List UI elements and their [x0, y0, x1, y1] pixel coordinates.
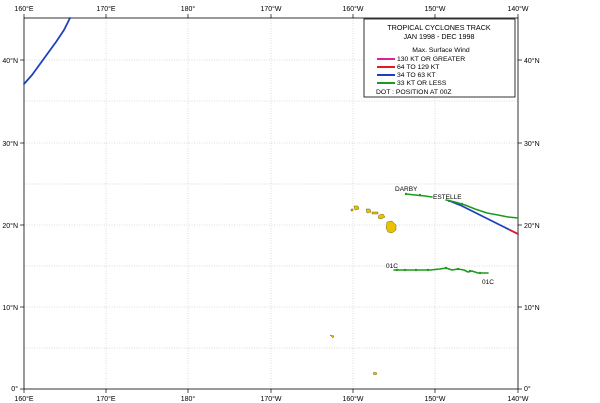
- x-tick-label: 160°W: [342, 395, 363, 403]
- x-axis-labels-bottom: 160°E 170°E 180° 170°W 160°W 150°W 140°W: [14, 395, 529, 403]
- y-tick-label: 10°N: [524, 304, 540, 312]
- y-axis-labels-right: 0° 10°N 20°N 30°N 40°N: [524, 57, 540, 393]
- storm-label-estelle: ESTELLE: [433, 194, 462, 201]
- legend-label-64kt: 64 TO 129 KT: [397, 64, 439, 71]
- y-tick-label: 30°N: [524, 140, 540, 148]
- island-niihau: [350, 208, 354, 212]
- track-estelle-red: [509, 229, 519, 235]
- y-axis-labels-left: 0° 10°N 20°N 30°N 40°N: [2, 57, 18, 393]
- legend-label-34kt: 34 TO 63 KT: [397, 72, 436, 79]
- y-tick-label: 0°: [524, 385, 531, 393]
- legend-label-33kt: 33 KT OR LESS: [397, 80, 447, 87]
- x-tick-label: 170°W: [260, 395, 281, 403]
- y-tick-label: 30°N: [2, 140, 18, 148]
- x-tick-label: 170°E: [96, 5, 115, 13]
- x-tick-label: 160°E: [14, 5, 33, 13]
- land-islands: [329, 205, 397, 376]
- island-palmyra: [372, 371, 378, 376]
- storm-label-01c-start: 01C: [386, 263, 398, 270]
- storm-tracks: [23, 17, 519, 274]
- y-tick-label: 20°N: [524, 222, 540, 230]
- x-tick-label: 170°E: [96, 395, 115, 403]
- x-tick-label: 180°: [181, 395, 196, 403]
- island-hawaii: [385, 220, 397, 234]
- y-tick-label: 40°N: [524, 57, 540, 65]
- y-tick-label: 10°N: [2, 304, 18, 312]
- storm-labels: DARBY ESTELLE 01C 01C: [386, 186, 494, 286]
- y-tick-label: 20°N: [2, 222, 18, 230]
- track-northwest: [23, 17, 71, 85]
- track-01c: [393, 267, 489, 274]
- x-tick-label: 140°W: [507, 395, 528, 403]
- y-tick-label: 40°N: [2, 57, 18, 65]
- x-tick-label: 170°W: [260, 5, 281, 13]
- track-estelle-green: [445, 199, 519, 219]
- grid-lines: [24, 18, 518, 389]
- tick-marks: [20, 14, 522, 393]
- legend-dot-note: DOT : POSITION AT 00Z: [376, 89, 452, 96]
- island-maui: [377, 213, 386, 220]
- legend: TROPICAL CYCLONES TRACK JAN 1998 - DEC 1…: [363, 18, 516, 98]
- x-tick-label: 150°W: [424, 395, 445, 403]
- x-tick-label: 180°: [181, 5, 196, 13]
- track-estelle-blue: [449, 200, 519, 235]
- x-tick-label: 160°W: [342, 5, 363, 13]
- y-tick-label: 0°: [11, 385, 18, 393]
- storm-label-darby: DARBY: [395, 186, 418, 193]
- island-oahu: [365, 208, 372, 214]
- x-tick-label: 160°E: [14, 395, 33, 403]
- legend-period: JAN 1998 - DEC 1998: [403, 32, 474, 41]
- x-tick-label: 140°W: [507, 5, 528, 13]
- storm-label-01c-end: 01C: [482, 279, 494, 286]
- island-kauai: [353, 205, 360, 211]
- x-tick-label: 150°W: [424, 5, 445, 13]
- island-molokai: [371, 211, 379, 215]
- x-axis-labels-top: 160°E 170°E 180° 170°W 160°W 150°W 140°W: [14, 5, 529, 13]
- position-dots: [395, 192, 482, 275]
- legend-title: TROPICAL CYCLONES TRACK: [387, 23, 491, 32]
- legend-subtitle: Max. Surface Wind: [412, 47, 470, 54]
- legend-label-130kt: 130 KT OR GREATER: [397, 56, 465, 63]
- island-johnston: [329, 334, 335, 339]
